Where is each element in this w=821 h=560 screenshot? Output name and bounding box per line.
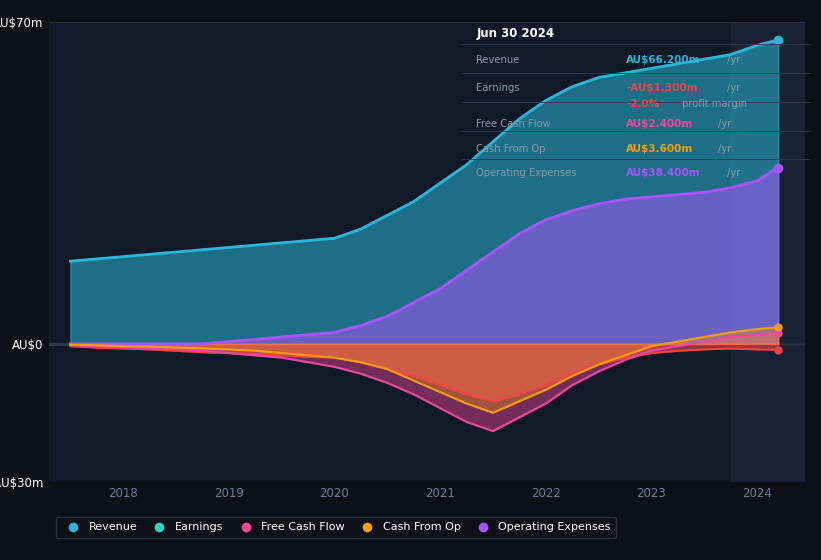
Text: Earnings: Earnings: [476, 83, 520, 93]
Bar: [731, 22, 805, 482]
Text: /yr: /yr: [727, 54, 741, 64]
Text: AU$3.600m: AU$3.600m: [626, 144, 694, 154]
Text: -AU$1.300m: -AU$1.300m: [626, 83, 698, 93]
Text: Operating Expenses: Operating Expenses: [476, 168, 576, 178]
Text: Revenue: Revenue: [476, 54, 520, 64]
Text: AU$2.400m: AU$2.400m: [626, 119, 694, 129]
Text: /yr: /yr: [718, 144, 731, 154]
Text: -2.0%: -2.0%: [626, 99, 659, 109]
Text: /yr: /yr: [718, 119, 731, 129]
Text: Free Cash Flow: Free Cash Flow: [476, 119, 551, 129]
Legend: Revenue, Earnings, Free Cash Flow, Cash From Op, Operating Expenses: Revenue, Earnings, Free Cash Flow, Cash …: [57, 517, 617, 538]
Text: AU$66.200m: AU$66.200m: [626, 54, 700, 64]
Text: Cash From Op: Cash From Op: [476, 144, 546, 154]
Text: profit margin: profit margin: [679, 99, 746, 109]
Text: AU$38.400m: AU$38.400m: [626, 168, 701, 178]
Text: /yr: /yr: [727, 168, 741, 178]
Text: Jun 30 2024: Jun 30 2024: [476, 27, 554, 40]
Text: /yr: /yr: [727, 83, 741, 93]
